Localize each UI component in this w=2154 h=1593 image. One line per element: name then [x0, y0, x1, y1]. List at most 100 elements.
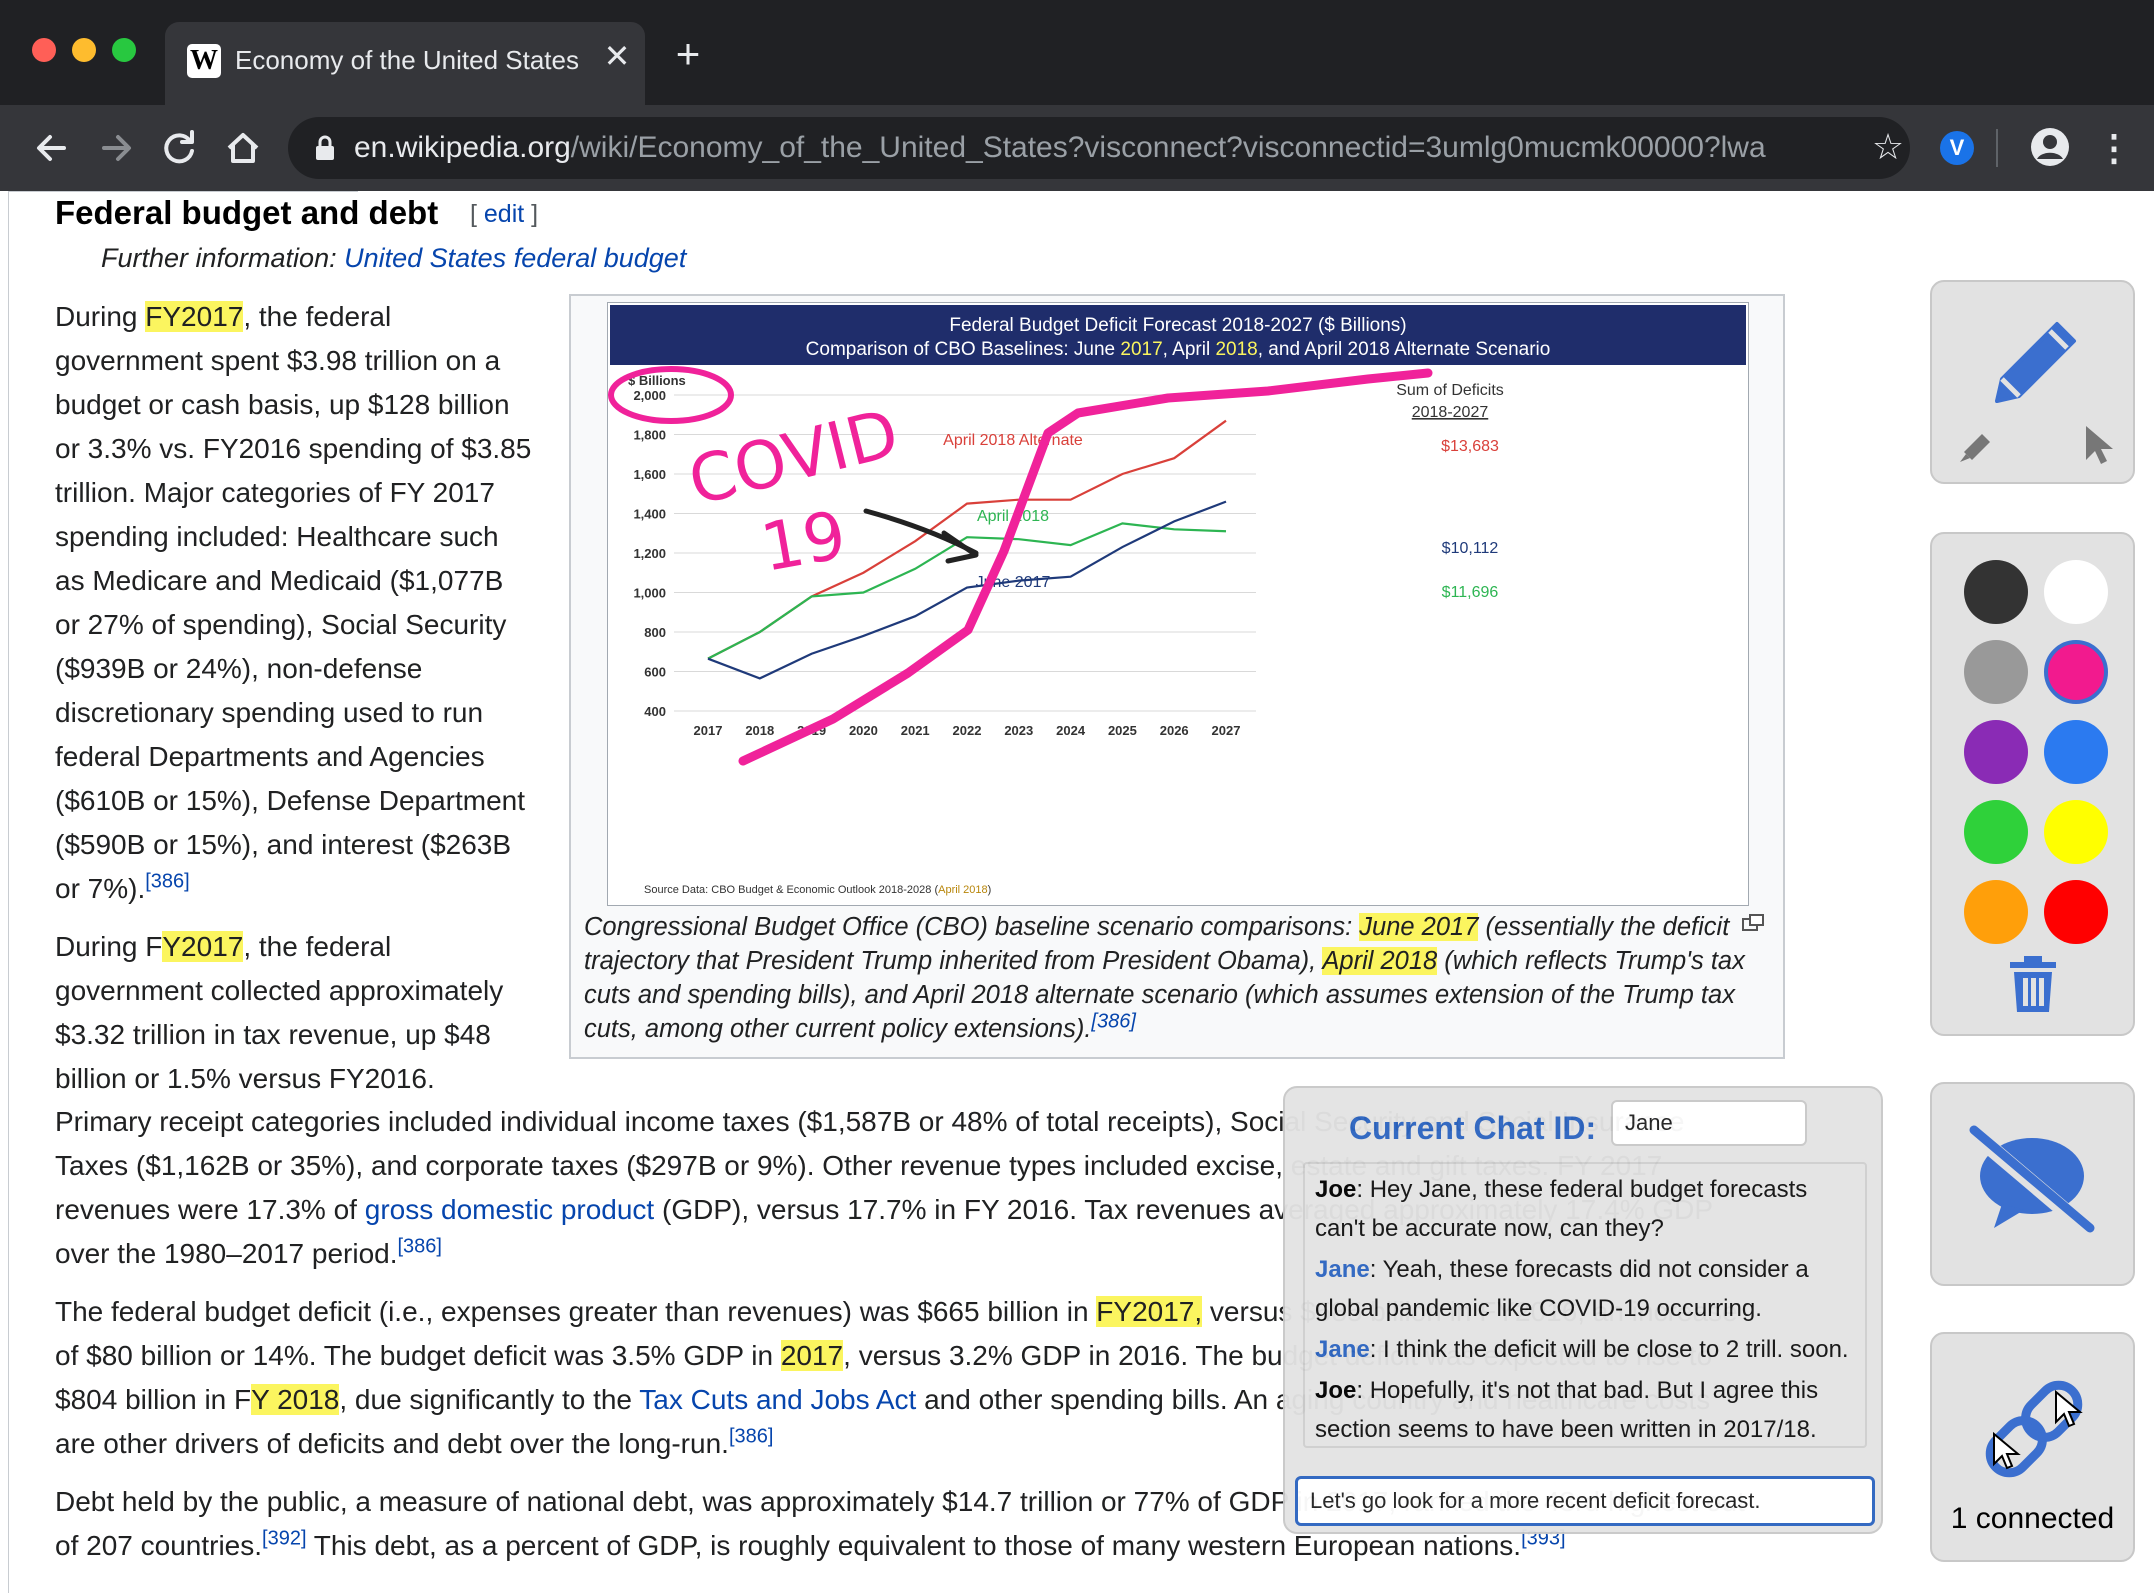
- highlight-fy2018: Y 2018: [251, 1384, 340, 1415]
- sum-header-line2: 2018-2027: [1412, 404, 1489, 421]
- content-border: [8, 191, 9, 1593]
- new-tab-button[interactable]: +: [675, 30, 701, 77]
- minimize-window-button[interactable]: [72, 38, 96, 62]
- pencil-icon[interactable]: [1982, 304, 2092, 414]
- color-swatch-orange[interactable]: [1964, 880, 2028, 944]
- citation-386[interactable]: [386]: [397, 1235, 442, 1258]
- source-b: April 2018: [938, 884, 988, 896]
- chat-message-log[interactable]: Joe: Hey Jane, these federal budget fore…: [1303, 1162, 1867, 1448]
- y-axis: 2,000 1,800 1,600 1,400 1,200 1,000 800 600 400: [633, 388, 1256, 719]
- color-swatch-gray[interactable]: [1964, 640, 2028, 704]
- citation-386[interactable]: [386]: [728, 1425, 774, 1448]
- highlight-fy2017: FY2017,: [1096, 1296, 1203, 1327]
- menu-kebab-icon[interactable]: ⋮: [2096, 127, 2132, 168]
- back-button[interactable]: [26, 123, 76, 173]
- chat-sender: Joe: [1315, 1176, 1357, 1203]
- x-tick-label: 2021: [901, 723, 930, 738]
- paragraph-spending: During FY2017, the federal government sp…: [55, 295, 535, 911]
- content-top-border: [8, 191, 358, 192]
- zoom-window-button[interactable]: [112, 38, 136, 62]
- p2-text-b: , the federal government collected appro…: [55, 931, 504, 1094]
- annotation-19-text: 19: [755, 496, 851, 586]
- x-tick-label: 2024: [1056, 723, 1086, 738]
- highlight-april-2018: April 2018: [1322, 947, 1438, 975]
- lock-icon: [316, 135, 334, 160]
- p1-text-b: , the federal government spent $3.98 tri…: [55, 301, 532, 904]
- highlight-june-2017: June 2017: [1359, 913, 1479, 941]
- forward-button[interactable]: [92, 123, 142, 173]
- chat-off-icon: [1966, 1125, 2096, 1239]
- reload-button[interactable]: [154, 123, 204, 173]
- active-tab[interactable]: W Economy of the United States - ✕: [165, 22, 645, 105]
- color-swatch-pink-selected[interactable]: [2044, 640, 2108, 704]
- chat-panel: Current Chat ID: Jane Joe: Hey Jane, the…: [1283, 1086, 1883, 1534]
- section-heading: Federal budget and debt: [55, 194, 439, 231]
- connection-panel[interactable]: 1 connected: [1930, 1332, 2135, 1562]
- paragraph-revenue: During FY2017, the federal government co…: [55, 925, 525, 1101]
- chat-toggle-panel[interactable]: [1930, 1082, 2135, 1286]
- back-arrow-icon: [37, 135, 66, 161]
- highlighter-icon[interactable]: [1954, 422, 1998, 466]
- citation-386[interactable]: [386]: [145, 870, 190, 893]
- home-button[interactable]: [218, 123, 268, 173]
- drawing-tool-panel: [1930, 280, 2135, 484]
- color-swatch-green[interactable]: [1964, 800, 2028, 864]
- url-host: en.wikipedia.org: [354, 131, 571, 164]
- chat-message-input[interactable]: Let's go look for a more recent deficit …: [1295, 1476, 1875, 1526]
- gdp-link[interactable]: gross domestic product: [364, 1194, 655, 1225]
- edit-link[interactable]: edit: [483, 200, 525, 228]
- color-swatch-black[interactable]: [1964, 560, 2028, 624]
- bookmark-star-icon[interactable]: ☆: [1871, 126, 1905, 167]
- wikipedia-favicon-icon: W: [187, 44, 221, 78]
- chat-id-label: Current Chat ID:: [1349, 1110, 1597, 1146]
- x-tick-label: 2027: [1212, 723, 1241, 738]
- color-swatch-yellow[interactable]: [2044, 800, 2108, 864]
- color-swatch-blue[interactable]: [2044, 720, 2108, 784]
- subtitle-2017: 2017: [1120, 339, 1162, 360]
- chat-message: Jane: Yeah, these forecasts did not cons…: [1315, 1250, 1855, 1328]
- edit-bracket-close: ]: [524, 200, 539, 228]
- deficit-forecast-chart[interactable]: Federal Budget Deficit Forecast 2018-202…: [607, 302, 1749, 906]
- sum-alternate: $13,683: [1441, 438, 1499, 455]
- trash-icon[interactable]: [2006, 954, 2060, 1014]
- address-bar[interactable]: en.wikipedia.org/wiki/Economy_of_the_Uni…: [288, 117, 1910, 179]
- p4-text-a: The federal budget deficit (i.e., expens…: [55, 1296, 1097, 1327]
- y-tick-label: 2,000: [633, 388, 666, 403]
- y-tick-label: 800: [644, 625, 666, 640]
- chat-sender: Joe: [1315, 1377, 1357, 1404]
- pointer-icon[interactable]: [2078, 422, 2118, 466]
- toolbar-divider: [1996, 129, 1998, 167]
- hatnote-link[interactable]: United States federal budget: [344, 243, 687, 273]
- x-tick-label: 2018: [745, 723, 774, 738]
- chart-subtitle: Comparison of CBO Baselines: June 2017, …: [806, 339, 1551, 360]
- annotation-arrow-shaft: [863, 508, 979, 556]
- chat-text: : Hey Jane, these federal budget forecas…: [1315, 1176, 1808, 1242]
- p4-text-d: , due significantly to the: [339, 1384, 640, 1415]
- visconnect-extension-icon[interactable]: V: [1940, 131, 1974, 165]
- citation-392[interactable]: [392]: [262, 1527, 307, 1550]
- tax-cuts-link[interactable]: Tax Cuts and Jobs Act: [639, 1384, 917, 1415]
- highlight-2017: 2017: [780, 1340, 844, 1371]
- browser-tab-strip: W Economy of the United States - ✕ +: [0, 0, 2154, 105]
- chat-sender: Jane: [1315, 1336, 1370, 1363]
- edit-bracket-open: [: [470, 200, 484, 228]
- home-icon: [227, 133, 259, 163]
- url-path: /wiki/Economy_of_the_United_States?visco…: [570, 131, 1766, 164]
- color-palette-panel: [1930, 532, 2135, 1036]
- color-swatch-red[interactable]: [2044, 880, 2108, 944]
- x-tick-label: 2017: [694, 723, 723, 738]
- close-window-button[interactable]: [32, 38, 56, 62]
- tab-close-icon[interactable]: ✕: [603, 38, 631, 74]
- sum-april-2018: $11,696: [1442, 584, 1499, 601]
- color-swatch-white[interactable]: [2044, 560, 2108, 624]
- browser-toolbar: en.wikipedia.org/wiki/Economy_of_the_Uni…: [0, 105, 2154, 191]
- x-tick-label: 2026: [1160, 723, 1189, 738]
- chat-id-input[interactable]: Jane: [1611, 1100, 1807, 1146]
- citation-386[interactable]: [386]: [1091, 1010, 1136, 1033]
- url-text: en.wikipedia.org/wiki/Economy_of_the_Uni…: [354, 117, 1766, 179]
- chat-message: Joe: Hopefully, it's not that bad. But I…: [1315, 1371, 1855, 1449]
- subtitle-c: , and April 2018 Alternate Scenario: [1258, 339, 1551, 360]
- color-swatch-purple[interactable]: [1964, 720, 2028, 784]
- enlarge-icon[interactable]: [1742, 914, 1764, 932]
- profile-avatar-icon[interactable]: [2030, 127, 2070, 167]
